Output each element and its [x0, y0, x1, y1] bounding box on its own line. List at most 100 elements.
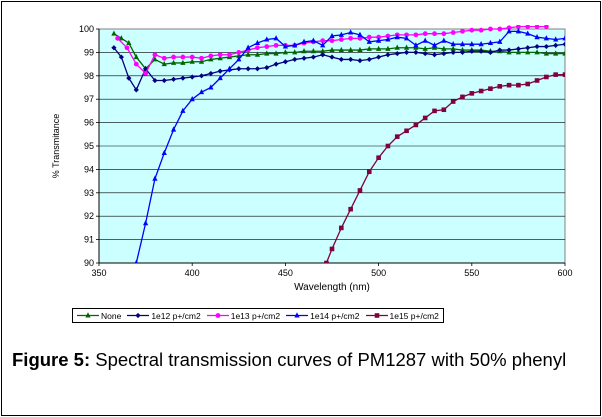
- data-point: [478, 88, 484, 94]
- data-point: [170, 76, 177, 82]
- data-point: [441, 107, 447, 113]
- data-point: [376, 37, 382, 43]
- data-point: [320, 48, 326, 54]
- data-point: [366, 56, 372, 63]
- data-point: [264, 65, 270, 71]
- data-point: [324, 260, 329, 263]
- y-tick-label: 100: [79, 24, 94, 34]
- data-point: [543, 43, 549, 50]
- data-point: [562, 35, 565, 41]
- data-point: [450, 30, 456, 35]
- data-point: [469, 91, 475, 96]
- data-point: [422, 37, 428, 43]
- data-point: [236, 52, 242, 58]
- data-point: [152, 175, 158, 181]
- data-point: [394, 44, 400, 50]
- data-point: [497, 47, 503, 53]
- data-point: [143, 220, 149, 226]
- data-point: [422, 31, 428, 37]
- data-point: [506, 47, 512, 53]
- data-point: [126, 75, 132, 81]
- data-point: [432, 31, 437, 37]
- legend-key: [77, 312, 99, 318]
- data-point: [515, 28, 521, 34]
- data-point: [450, 45, 456, 51]
- data-point: [134, 259, 138, 263]
- data-point: [292, 49, 298, 55]
- data-point: [208, 70, 214, 77]
- data-point: [236, 56, 242, 62]
- data-point: [180, 107, 186, 113]
- data-point: [469, 48, 475, 54]
- data-point: [245, 44, 251, 50]
- y-tick-label: 95: [84, 141, 94, 151]
- data-point: [126, 39, 132, 46]
- data-point: [329, 46, 335, 53]
- data-point: [366, 169, 372, 175]
- y-tick-label: 98: [84, 71, 94, 81]
- data-point: [111, 45, 117, 51]
- data-point: [497, 26, 503, 32]
- x-tick-label: 400: [185, 268, 200, 278]
- data-point: [376, 155, 381, 160]
- data-point: [161, 55, 167, 61]
- data-point: [403, 35, 410, 41]
- data-point: [217, 55, 223, 61]
- data-point: [544, 74, 549, 80]
- data-point: [254, 51, 261, 57]
- data-point: [320, 38, 326, 44]
- data-point: [198, 58, 205, 64]
- data-point: [254, 66, 261, 72]
- y-tick-label: 93: [84, 188, 94, 198]
- data-point: [366, 34, 372, 40]
- data-point: [282, 59, 288, 65]
- data-point: [403, 49, 410, 55]
- data-point: [543, 50, 549, 56]
- data-point: [357, 31, 363, 37]
- data-point: [459, 46, 466, 53]
- data-point: [534, 43, 540, 50]
- data-point: [115, 35, 121, 41]
- y-tick-label: 99: [84, 47, 94, 57]
- data-point: [506, 28, 512, 34]
- data-point: [227, 52, 232, 58]
- x-tick-label: 550: [464, 268, 479, 278]
- data-point: [366, 38, 372, 44]
- data-point: [534, 78, 540, 83]
- data-point: [310, 48, 316, 54]
- legend-marker: [294, 312, 300, 318]
- legend-marker: [374, 313, 379, 318]
- data-point: [478, 27, 484, 33]
- data-point: [478, 41, 484, 47]
- data-point: [441, 45, 447, 51]
- data-point: [161, 77, 167, 84]
- legend-label: 1e15 p+/cm2: [389, 310, 439, 321]
- data-point: [357, 188, 363, 193]
- y-tick-label: 91: [84, 235, 94, 245]
- data-point: [562, 72, 565, 77]
- data-point: [273, 61, 279, 67]
- x-tick-label: 600: [557, 268, 572, 278]
- data-point: [534, 33, 540, 40]
- data-point: [413, 122, 419, 128]
- data-point: [357, 46, 363, 53]
- data-point: [413, 42, 419, 48]
- series-line: [113, 33, 565, 70]
- data-point: [170, 126, 177, 132]
- data-point: [385, 36, 391, 42]
- caption-text: Spectral transmission curves of PM1287 w…: [90, 349, 567, 370]
- data-point: [152, 52, 158, 58]
- data-point: [208, 53, 214, 59]
- data-point: [525, 25, 531, 30]
- data-point: [441, 37, 447, 43]
- data-point: [255, 45, 260, 51]
- legend-marker: [135, 312, 141, 319]
- data-point: [198, 73, 205, 79]
- data-point: [478, 48, 484, 54]
- data-point: [506, 25, 512, 31]
- data-point: [385, 45, 391, 51]
- data-point: [553, 72, 558, 77]
- data-point: [488, 26, 493, 32]
